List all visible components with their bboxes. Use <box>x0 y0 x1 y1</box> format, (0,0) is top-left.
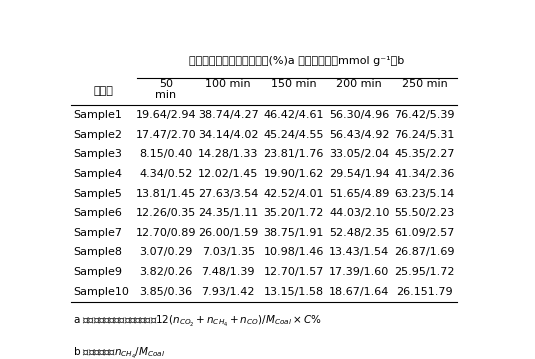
Text: 18.67/1.64: 18.67/1.64 <box>329 287 389 297</box>
Text: Sample2: Sample2 <box>73 130 122 140</box>
Text: 7.93/1.42: 7.93/1.42 <box>201 287 255 297</box>
Text: 150 min: 150 min <box>271 79 317 89</box>
Text: 17.47/2.70: 17.47/2.70 <box>136 130 196 140</box>
Text: 38.75/1.91: 38.75/1.91 <box>263 228 324 238</box>
Text: 26.151.79: 26.151.79 <box>396 287 453 297</box>
Text: 催化剂: 催化剂 <box>94 87 114 97</box>
Text: 45.35/2.27: 45.35/2.27 <box>394 149 455 159</box>
Text: 19.90/1.62: 19.90/1.62 <box>263 169 324 179</box>
Text: Sample3: Sample3 <box>73 149 122 159</box>
Text: 4.34/0.52: 4.34/0.52 <box>139 169 193 179</box>
Text: 24.35/1.11: 24.35/1.11 <box>198 208 258 218</box>
Text: Sample7: Sample7 <box>73 228 122 238</box>
Text: Sample6: Sample6 <box>73 208 122 218</box>
Text: 55.50/2.23: 55.50/2.23 <box>395 208 455 218</box>
Text: 35.20/1.72: 35.20/1.72 <box>263 208 324 218</box>
Text: 19.64/2.94: 19.64/2.94 <box>136 110 196 120</box>
Text: 7.03/1.35: 7.03/1.35 <box>202 247 255 257</box>
Text: 200 min: 200 min <box>337 79 382 89</box>
Text: 44.03/2.10: 44.03/2.10 <box>329 208 389 218</box>
Text: 29.54/1.94: 29.54/1.94 <box>329 169 389 179</box>
Text: 46.42/4.61: 46.42/4.61 <box>263 110 324 120</box>
Text: 76.24/5.31: 76.24/5.31 <box>394 130 455 140</box>
Text: 17.39/1.60: 17.39/1.60 <box>329 267 389 277</box>
Text: 52.48/2.35: 52.48/2.35 <box>329 228 389 238</box>
Text: 56.43/4.92: 56.43/4.92 <box>329 130 389 140</box>
Text: 12.02/1.45: 12.02/1.45 <box>198 169 258 179</box>
Text: 27.63/3.54: 27.63/3.54 <box>198 188 258 199</box>
Text: a 煤碳转变为气相产物的转化率＝$12(n_{CO_2}+n_{CH_4}+n_{CO})/M_{Coal}\times C\%$: a 煤碳转变为气相产物的转化率＝$12(n_{CO_2}+n_{CH_4}+n_… <box>73 314 322 329</box>
Text: 33.05/2.04: 33.05/2.04 <box>329 149 389 159</box>
Text: 63.23/5.14: 63.23/5.14 <box>395 188 455 199</box>
Text: 34.14/4.02: 34.14/4.02 <box>198 130 258 140</box>
Text: 25.95/1.72: 25.95/1.72 <box>394 267 455 277</box>
Text: 50
min: 50 min <box>155 79 177 100</box>
Text: 250 min: 250 min <box>402 79 448 89</box>
Text: 14.28/1.33: 14.28/1.33 <box>198 149 258 159</box>
Text: 13.81/1.45: 13.81/1.45 <box>136 188 196 199</box>
Text: 26.00/1.59: 26.00/1.59 <box>198 228 258 238</box>
Text: 51.65/4.89: 51.65/4.89 <box>329 188 389 199</box>
Text: 41.34/2.36: 41.34/2.36 <box>394 169 455 179</box>
Text: 12.70/1.57: 12.70/1.57 <box>263 267 324 277</box>
Text: 12.70/0.89: 12.70/0.89 <box>136 228 196 238</box>
Text: 61.09/2.57: 61.09/2.57 <box>394 228 455 238</box>
Text: 23.81/1.76: 23.81/1.76 <box>263 149 324 159</box>
Text: 13.15/1.58: 13.15/1.58 <box>264 287 324 297</box>
Text: 7.48/1.39: 7.48/1.39 <box>201 267 255 277</box>
Text: 3.85/0.36: 3.85/0.36 <box>140 287 193 297</box>
Text: 3.82/0.26: 3.82/0.26 <box>139 267 193 277</box>
Text: 10.98/1.46: 10.98/1.46 <box>263 247 324 257</box>
Text: 26.87/1.69: 26.87/1.69 <box>394 247 455 257</box>
Text: Sample5: Sample5 <box>73 188 122 199</box>
Text: 42.52/4.01: 42.52/4.01 <box>263 188 324 199</box>
Text: 45.24/4.55: 45.24/4.55 <box>263 130 324 140</box>
Text: 100 min: 100 min <box>205 79 251 89</box>
Text: 3.07/0.29: 3.07/0.29 <box>139 247 193 257</box>
Text: Sample10: Sample10 <box>73 287 129 297</box>
Text: 8.15/0.40: 8.15/0.40 <box>139 149 193 159</box>
Text: 煤转变为气相产物的转化率(%)a 甲烷生成量（mmol g⁻¹）b: 煤转变为气相产物的转化率(%)a 甲烷生成量（mmol g⁻¹）b <box>189 56 404 66</box>
Text: Sample8: Sample8 <box>73 247 122 257</box>
Text: Sample4: Sample4 <box>73 169 122 179</box>
Text: 76.42/5.39: 76.42/5.39 <box>394 110 455 120</box>
Text: 12.26/0.35: 12.26/0.35 <box>136 208 196 218</box>
Text: 56.30/4.96: 56.30/4.96 <box>329 110 389 120</box>
Text: 38.74/4.27: 38.74/4.27 <box>198 110 258 120</box>
Text: Sample9: Sample9 <box>73 267 122 277</box>
Text: 13.43/1.54: 13.43/1.54 <box>329 247 389 257</box>
Text: b 甲烷生成量＝$n_{CH_4}/M_{Coal}$: b 甲烷生成量＝$n_{CH_4}/M_{Coal}$ <box>73 346 165 359</box>
Text: Sample1: Sample1 <box>73 110 122 120</box>
